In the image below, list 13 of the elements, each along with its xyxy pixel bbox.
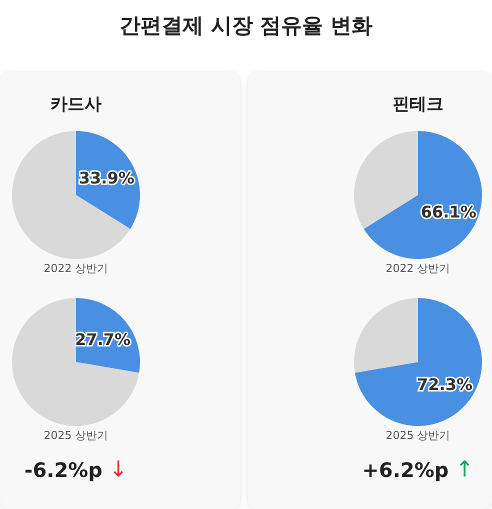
text: 2025 상반기 [44, 429, 108, 442]
data-label: 27.7% [75, 330, 131, 349]
chart-title: 핀테크 [392, 94, 444, 114]
text: 2022 상반기 [44, 262, 108, 275]
text: +6.2%p ↑ [362, 458, 474, 482]
data-label: 72.3% [417, 375, 473, 394]
chart-title: 카드사 [50, 94, 102, 114]
text: 2022 상반기 [386, 262, 450, 275]
text: 2025 상반기 [386, 429, 450, 442]
data-label: 33.9% [78, 168, 134, 188]
text: 간편결제 시장 점유율 변화 [120, 14, 372, 38]
text: -6.2%p ↓ [24, 458, 128, 482]
data-label: 66.1% [420, 202, 476, 222]
